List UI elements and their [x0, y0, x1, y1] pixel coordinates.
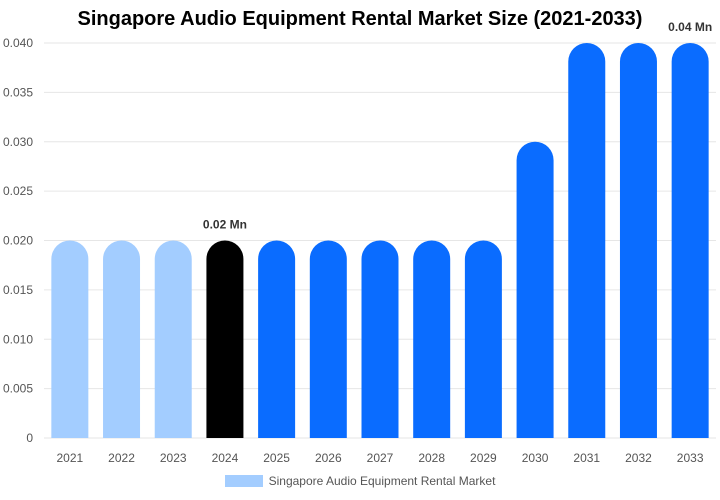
y-tick-label: 0.025 [3, 184, 33, 198]
bar-2025 [258, 241, 295, 439]
y-tick-label: 0.005 [3, 382, 33, 396]
bar-2024 [206, 241, 243, 439]
x-tick-label: 2028 [418, 451, 445, 465]
x-tick-label: 2023 [160, 451, 187, 465]
x-tick-label: 2027 [367, 451, 394, 465]
bar-2023 [155, 241, 192, 439]
legend[interactable]: Singapore Audio Equipment Rental Market [0, 474, 720, 488]
y-tick-label: 0.015 [3, 283, 33, 297]
x-tick-label: 2022 [108, 451, 135, 465]
x-tick-label: 2032 [625, 451, 652, 465]
bar-2030 [517, 142, 554, 438]
y-tick-label: 0 [26, 431, 33, 445]
bar-2027 [362, 241, 399, 439]
bar-chart: 0 0.005 0.010 0.015 0.020 0.025 0.030 0.035 0.04… [0, 0, 720, 470]
x-tick-label: 2021 [56, 451, 83, 465]
bar-2033 [672, 43, 709, 438]
y-tick-label: 0.020 [3, 234, 33, 248]
x-tick-label: 2026 [315, 451, 342, 465]
x-tick-label: 2031 [573, 451, 600, 465]
x-tick-label: 2030 [522, 451, 549, 465]
x-tick-label: 2025 [263, 451, 290, 465]
bar-2032 [620, 43, 657, 438]
bar-2021 [51, 241, 88, 439]
y-tick-label: 0.030 [3, 135, 33, 149]
data-label-2033: 0.04 Mn [668, 20, 712, 34]
y-tick-label: 0.040 [3, 36, 33, 50]
x-tick-label: 2033 [677, 451, 704, 465]
legend-label: Singapore Audio Equipment Rental Market [269, 474, 496, 488]
y-tick-label: 0.010 [3, 332, 33, 346]
x-tick-label: 2024 [212, 451, 239, 465]
y-tick-label: 0.035 [3, 85, 33, 99]
bar-2022 [103, 241, 140, 439]
bar-2029 [465, 241, 502, 439]
legend-swatch [225, 475, 263, 487]
x-tick-label: 2029 [470, 451, 497, 465]
bar-2026 [310, 241, 347, 439]
bar-2031 [568, 43, 605, 438]
data-label-2024: 0.02 Mn [203, 218, 247, 232]
bar-2028 [413, 241, 450, 439]
